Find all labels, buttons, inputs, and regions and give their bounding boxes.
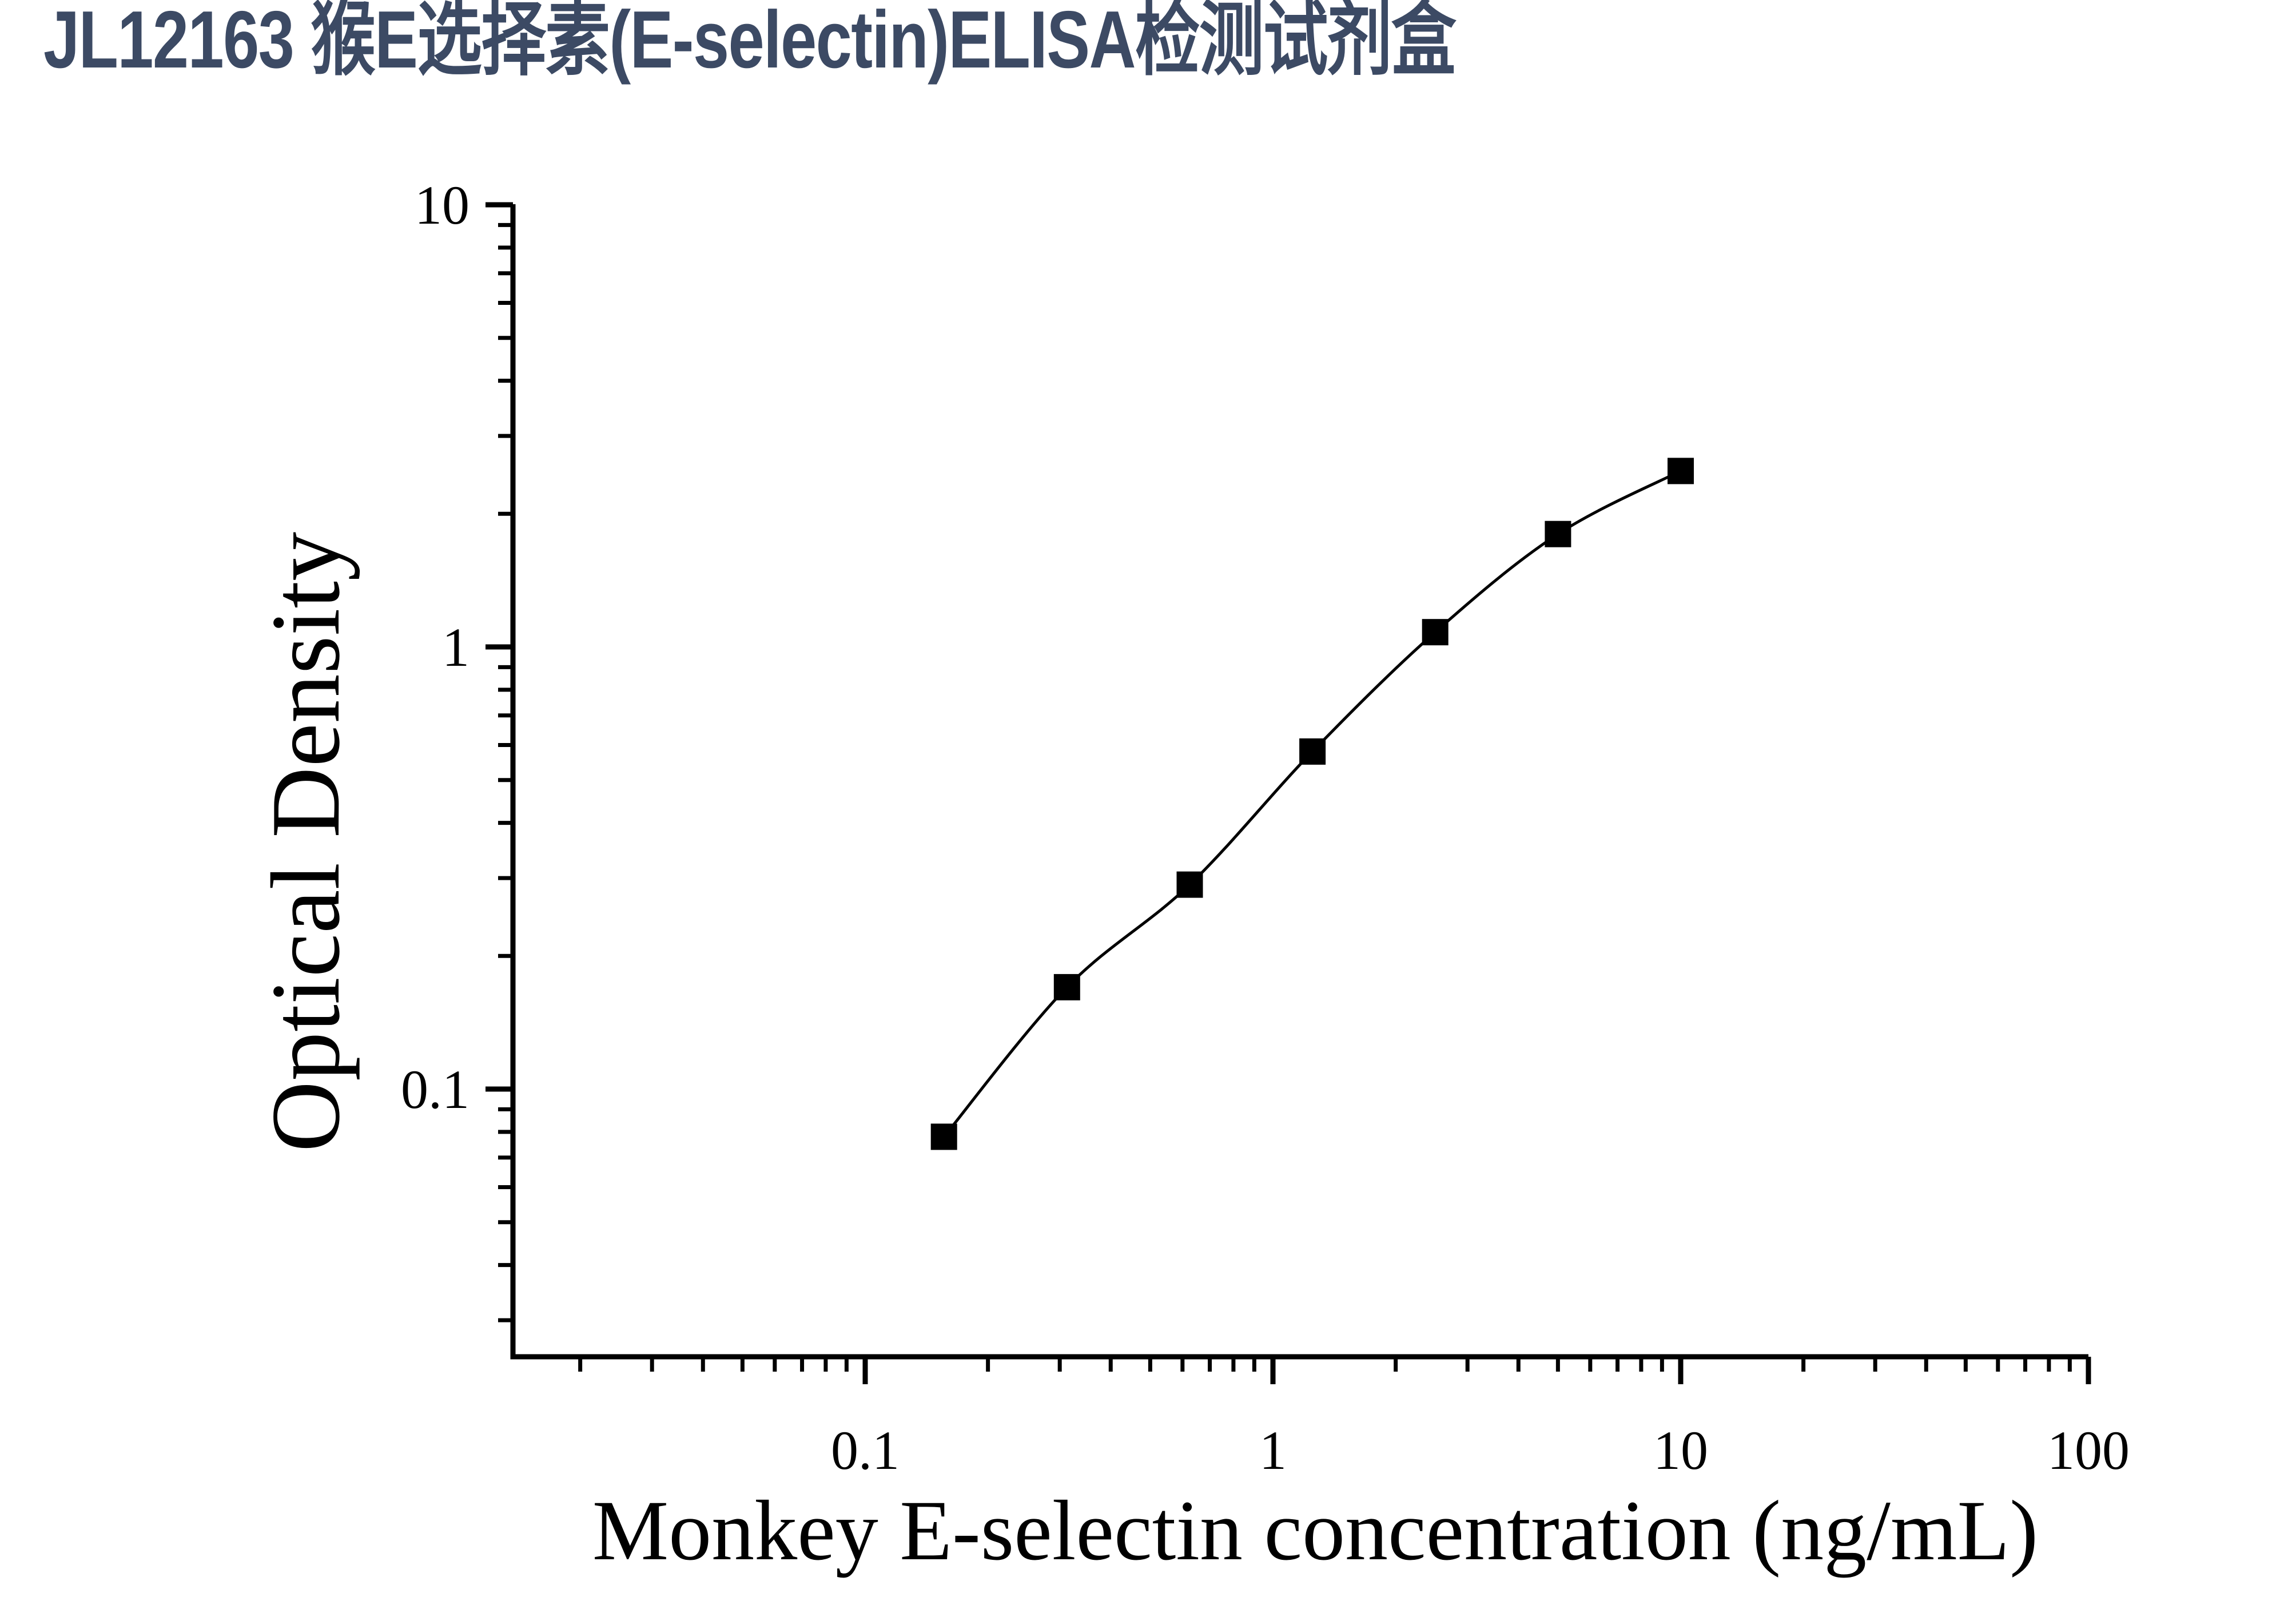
x-tick-label: 1	[1259, 1420, 1287, 1481]
data-point	[1668, 458, 1694, 484]
y-axis-title: Optical Density	[252, 532, 360, 1152]
data-point	[1422, 619, 1449, 646]
data-point	[1053, 974, 1080, 1000]
y-tick-label: 1	[442, 617, 469, 678]
page-title: JL12163 猴E选择素(E-selectin)ELISA检测试剂盒	[43, 0, 1457, 85]
x-tick-label: 100	[2047, 1420, 2130, 1481]
y-tick-label: 10	[415, 174, 469, 236]
x-tick-label: 10	[1653, 1420, 1708, 1481]
y-tick-label: 0.1	[401, 1059, 469, 1120]
x-axis-title: Monkey E-selectin concentration (ng/mL)	[592, 1483, 2038, 1578]
data-point	[1299, 738, 1326, 765]
fit-curve	[942, 470, 1682, 1138]
data-point	[1176, 871, 1203, 898]
data-point	[1545, 521, 1571, 547]
x-tick-label: 0.1	[831, 1420, 900, 1481]
axis-frame	[510, 204, 2088, 1360]
data-point	[930, 1123, 957, 1150]
plot-area: 0.1 1 10 100 10 1 0.1	[401, 174, 2130, 1481]
